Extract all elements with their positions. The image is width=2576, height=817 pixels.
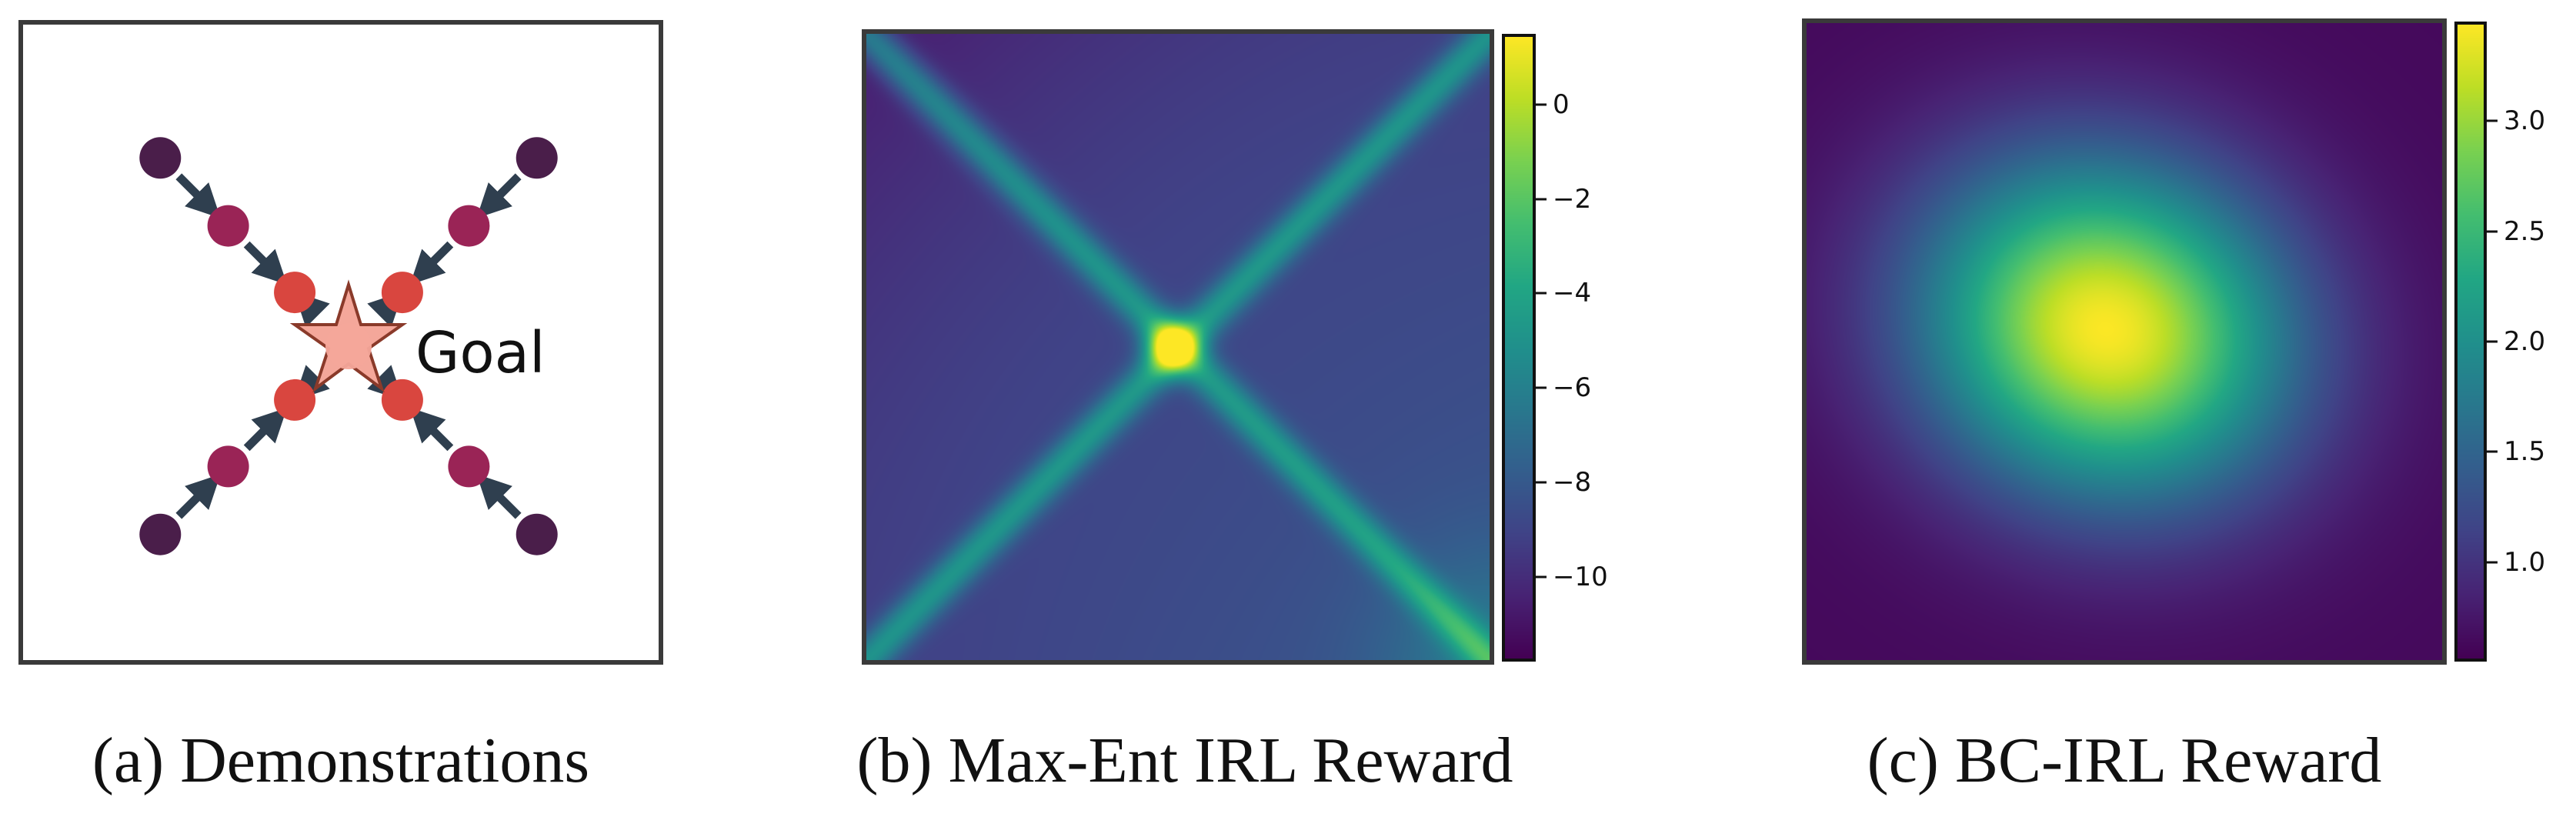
demo-arrow <box>409 241 454 285</box>
demonstrations-plot: Goal <box>139 137 558 555</box>
colorbar-tick-label: −6 <box>1553 372 1592 404</box>
caption-a: (a) Demonstrations <box>92 725 590 796</box>
colorbar-tick-label: −2 <box>1553 183 1592 215</box>
demonstrations-frame: Goal <box>18 20 663 665</box>
demo-arrow <box>409 407 454 452</box>
colorbar-tick-label: −10 <box>1553 561 1608 592</box>
goal-label: Goal <box>415 320 546 386</box>
colorbar-tickmark <box>1536 103 1547 106</box>
maxent-heatmap-frame <box>862 29 1494 665</box>
demo-dot <box>274 378 316 421</box>
colorbar-tick-label: −8 <box>1553 466 1592 498</box>
maxent-heatmap <box>866 34 1490 660</box>
demo-arrow <box>476 173 522 218</box>
demo-arrow <box>175 474 221 519</box>
colorbar-tickmark <box>2487 561 2498 564</box>
bcirl-colorbar <box>2454 22 2487 662</box>
caption-b: (b) Max-Ent IRL Reward <box>856 725 1513 796</box>
maxent-colorbar-gradient <box>1505 37 1533 659</box>
demo-dot <box>274 272 316 314</box>
bcirl-colorbar-gradient <box>2458 25 2484 659</box>
demonstration-dots <box>139 137 558 555</box>
colorbar-tickmark <box>2487 450 2498 453</box>
caption-c: (c) BC-IRL Reward <box>1867 725 2382 796</box>
colorbar-tickmark <box>2487 340 2498 343</box>
colorbar-tickmark <box>1536 575 1547 579</box>
colorbar-tickmark <box>2487 119 2498 122</box>
colorbar-tickmark <box>1536 292 1547 295</box>
colorbar-tickmark <box>1536 481 1547 484</box>
colorbar-tick-label: 2.5 <box>2504 215 2546 247</box>
colorbar-tick-label: −4 <box>1553 278 1592 309</box>
bcirl-heatmap-frame <box>1802 18 2447 665</box>
colorbar-tickmark <box>2487 230 2498 233</box>
demo-dot <box>516 137 558 179</box>
demo-arrow <box>476 474 522 519</box>
demo-dot <box>207 205 249 247</box>
demo-dot <box>516 513 558 555</box>
colorbar-tick-label: 1.0 <box>2504 546 2546 578</box>
goal-center-dot <box>325 323 372 369</box>
maxent-colorbar <box>1502 34 1536 662</box>
colorbar-tick-label: 0 <box>1553 89 1570 121</box>
demo-dot <box>448 205 490 247</box>
demo-dot <box>381 378 423 421</box>
demo-dot <box>381 272 423 314</box>
demo-dot <box>139 137 182 179</box>
demo-dot <box>207 445 249 488</box>
demo-dot <box>448 445 490 488</box>
demo-arrow <box>175 173 221 218</box>
colorbar-tickmark <box>1536 386 1547 389</box>
colorbar-tickmark <box>1536 198 1547 201</box>
colorbar-tick-label: 2.0 <box>2504 326 2546 357</box>
demo-arrow <box>243 241 288 285</box>
colorbar-tick-label: 3.0 <box>2504 105 2546 137</box>
demo-arrow <box>243 407 288 452</box>
bcirl-heatmap <box>1807 23 2442 660</box>
colorbar-tick-label: 1.5 <box>2504 436 2546 468</box>
demo-dot <box>139 513 182 555</box>
